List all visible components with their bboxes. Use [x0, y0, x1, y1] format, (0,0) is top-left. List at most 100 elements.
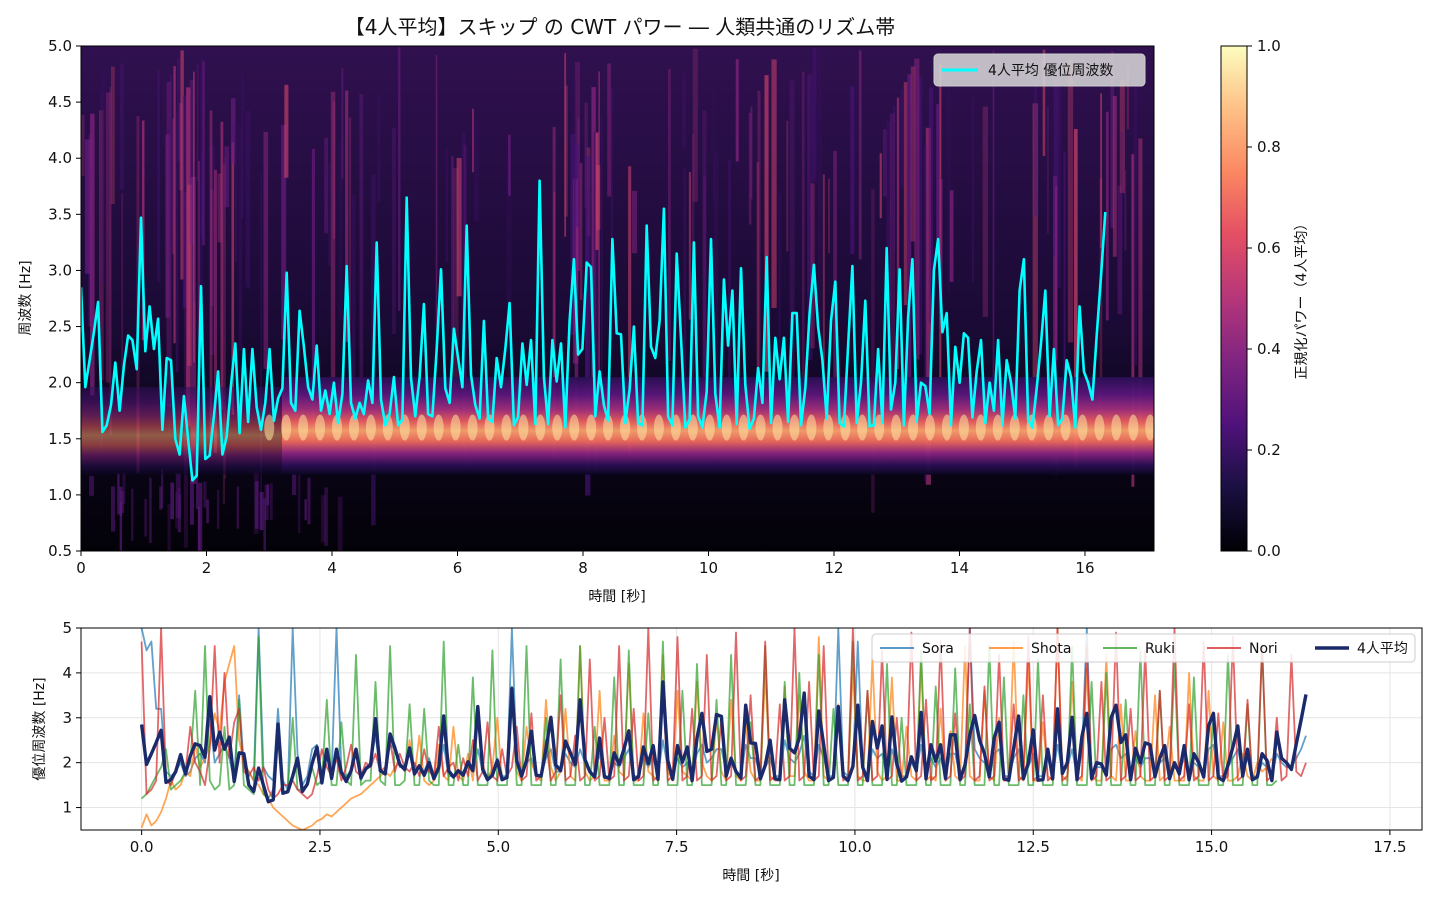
band-pulse [704, 414, 715, 441]
x-tick-label: 5.0 [486, 838, 510, 856]
heatmap-streak [682, 72, 686, 148]
x-tick-label: 16 [1075, 559, 1094, 577]
heatmap-streak [553, 191, 556, 419]
heatmap-streak [81, 114, 85, 176]
heatmap-streak [120, 491, 125, 513]
band-pulse [1009, 414, 1020, 441]
y-tick-label: 3 [62, 709, 72, 727]
band-pulse [1060, 414, 1071, 441]
heatmap-streak [159, 486, 163, 510]
heatmap-streak [102, 67, 105, 285]
line-chart-panel: 0.0 2.5 5.0 7.5 10.0 12.5 15.0 17.5 1 2 3 4 5 時間 [秒… [32, 619, 1423, 884]
x-tick-label: 12.5 [1017, 838, 1050, 856]
heatmap-streak [168, 126, 171, 436]
heatmap-streak [591, 87, 596, 444]
heatmap-streak [757, 90, 761, 436]
heatmap-streak [727, 159, 732, 416]
heatmap-streak [167, 504, 171, 551]
y-tick-label: 4 [62, 664, 72, 682]
heatmap-streak [713, 151, 719, 461]
heatmap-streak [918, 76, 923, 355]
band-pulse [569, 414, 580, 441]
colorbar-tick-label: 0.0 [1257, 542, 1281, 560]
heatmap-streak [946, 80, 952, 294]
heatmap-streak [756, 161, 760, 421]
band-pulse [992, 414, 1003, 441]
heatmap-legend: 4人平均 優位周波数 [933, 53, 1146, 87]
heatmap-streak [472, 108, 474, 173]
heatmap-streak [786, 120, 789, 252]
heatmap-streak [236, 486, 239, 529]
heatmap-streak [187, 184, 192, 366]
heatmap-streak [896, 97, 900, 369]
x-tick-label: 14 [950, 559, 969, 577]
y-tick-label: 5.0 [48, 37, 72, 55]
band-pulse [840, 414, 851, 441]
x-tick-label: 6 [453, 559, 463, 577]
heatmap-streak [1126, 64, 1129, 130]
colorbar-tick-label: 0.6 [1257, 239, 1281, 257]
heatmap-streak [1119, 80, 1125, 193]
heatmap-streak [992, 50, 995, 392]
heatmap-streak [1124, 169, 1127, 251]
heatmap-streak [1032, 103, 1038, 448]
heatmap-streak [1100, 93, 1102, 248]
heatmap-streak [172, 118, 175, 254]
band-pulse [789, 414, 800, 441]
heatmap-streak [628, 166, 632, 456]
heatmap-x-ticks: 0 2 4 6 8 10 12 14 16 [76, 551, 1095, 577]
heatmap-streak [213, 169, 217, 453]
heatmap-streak [110, 486, 115, 532]
heatmap-streak [584, 102, 588, 208]
heatmap-streak [903, 82, 908, 306]
heatmap-streak [180, 50, 184, 280]
x-tick-label: 2.5 [308, 838, 332, 856]
heatmap-streak [971, 97, 975, 283]
heatmap-streak [812, 48, 817, 182]
heatmap-streak [593, 131, 599, 473]
band-pulse [924, 414, 935, 441]
legend-label: Shota [1031, 641, 1071, 657]
y-tick-label: 3.5 [48, 205, 72, 223]
band-pulse [348, 414, 359, 441]
band-pulse [535, 414, 546, 441]
legend-label-dominant: 4人平均 優位周波数 [988, 63, 1113, 79]
heatmap-streak [936, 104, 940, 240]
heatmap-streak [292, 469, 297, 496]
heatmap-streak [281, 125, 287, 340]
heatmap-streak [506, 154, 512, 427]
band-pulse [857, 414, 868, 441]
legend-label: Nori [1249, 641, 1278, 657]
band-pulse [823, 414, 834, 441]
heatmap-x-label: 時間 [秒] [588, 589, 645, 605]
heatmap-streak [398, 47, 401, 311]
heatmap-streak [178, 494, 182, 533]
heatmap-streak [231, 142, 235, 415]
heatmap-streak [928, 87, 934, 324]
band-pulse [450, 414, 461, 441]
heatmap-streak [284, 84, 289, 178]
x-tick-label: 17.5 [1373, 838, 1406, 856]
heatmap-streak [173, 66, 176, 344]
line-chart-y-ticks: 1 2 3 4 5 [62, 619, 81, 817]
heatmap-streak [197, 506, 201, 551]
heatmap-streak [910, 66, 916, 242]
y-tick-label: 4.5 [48, 93, 72, 111]
heatmap-streak [324, 487, 329, 546]
heatmap-streak [508, 134, 511, 196]
heatmap-streak [871, 189, 875, 513]
band-pulse [636, 414, 647, 441]
heatmap-streak [119, 63, 124, 190]
band-pulse [264, 414, 275, 441]
x-tick-label: 8 [578, 559, 588, 577]
heatmap-streak [161, 469, 164, 509]
heatmap-streak [186, 87, 191, 427]
heatmap-streak [1057, 83, 1061, 289]
heatmap-streak [175, 110, 179, 373]
heatmap-streak [194, 169, 197, 303]
heatmap-streak [886, 121, 892, 315]
heatmap-streak [574, 144, 580, 228]
band-pulse [653, 414, 664, 441]
band-pulse [518, 414, 529, 441]
heatmap-streak [183, 192, 188, 548]
